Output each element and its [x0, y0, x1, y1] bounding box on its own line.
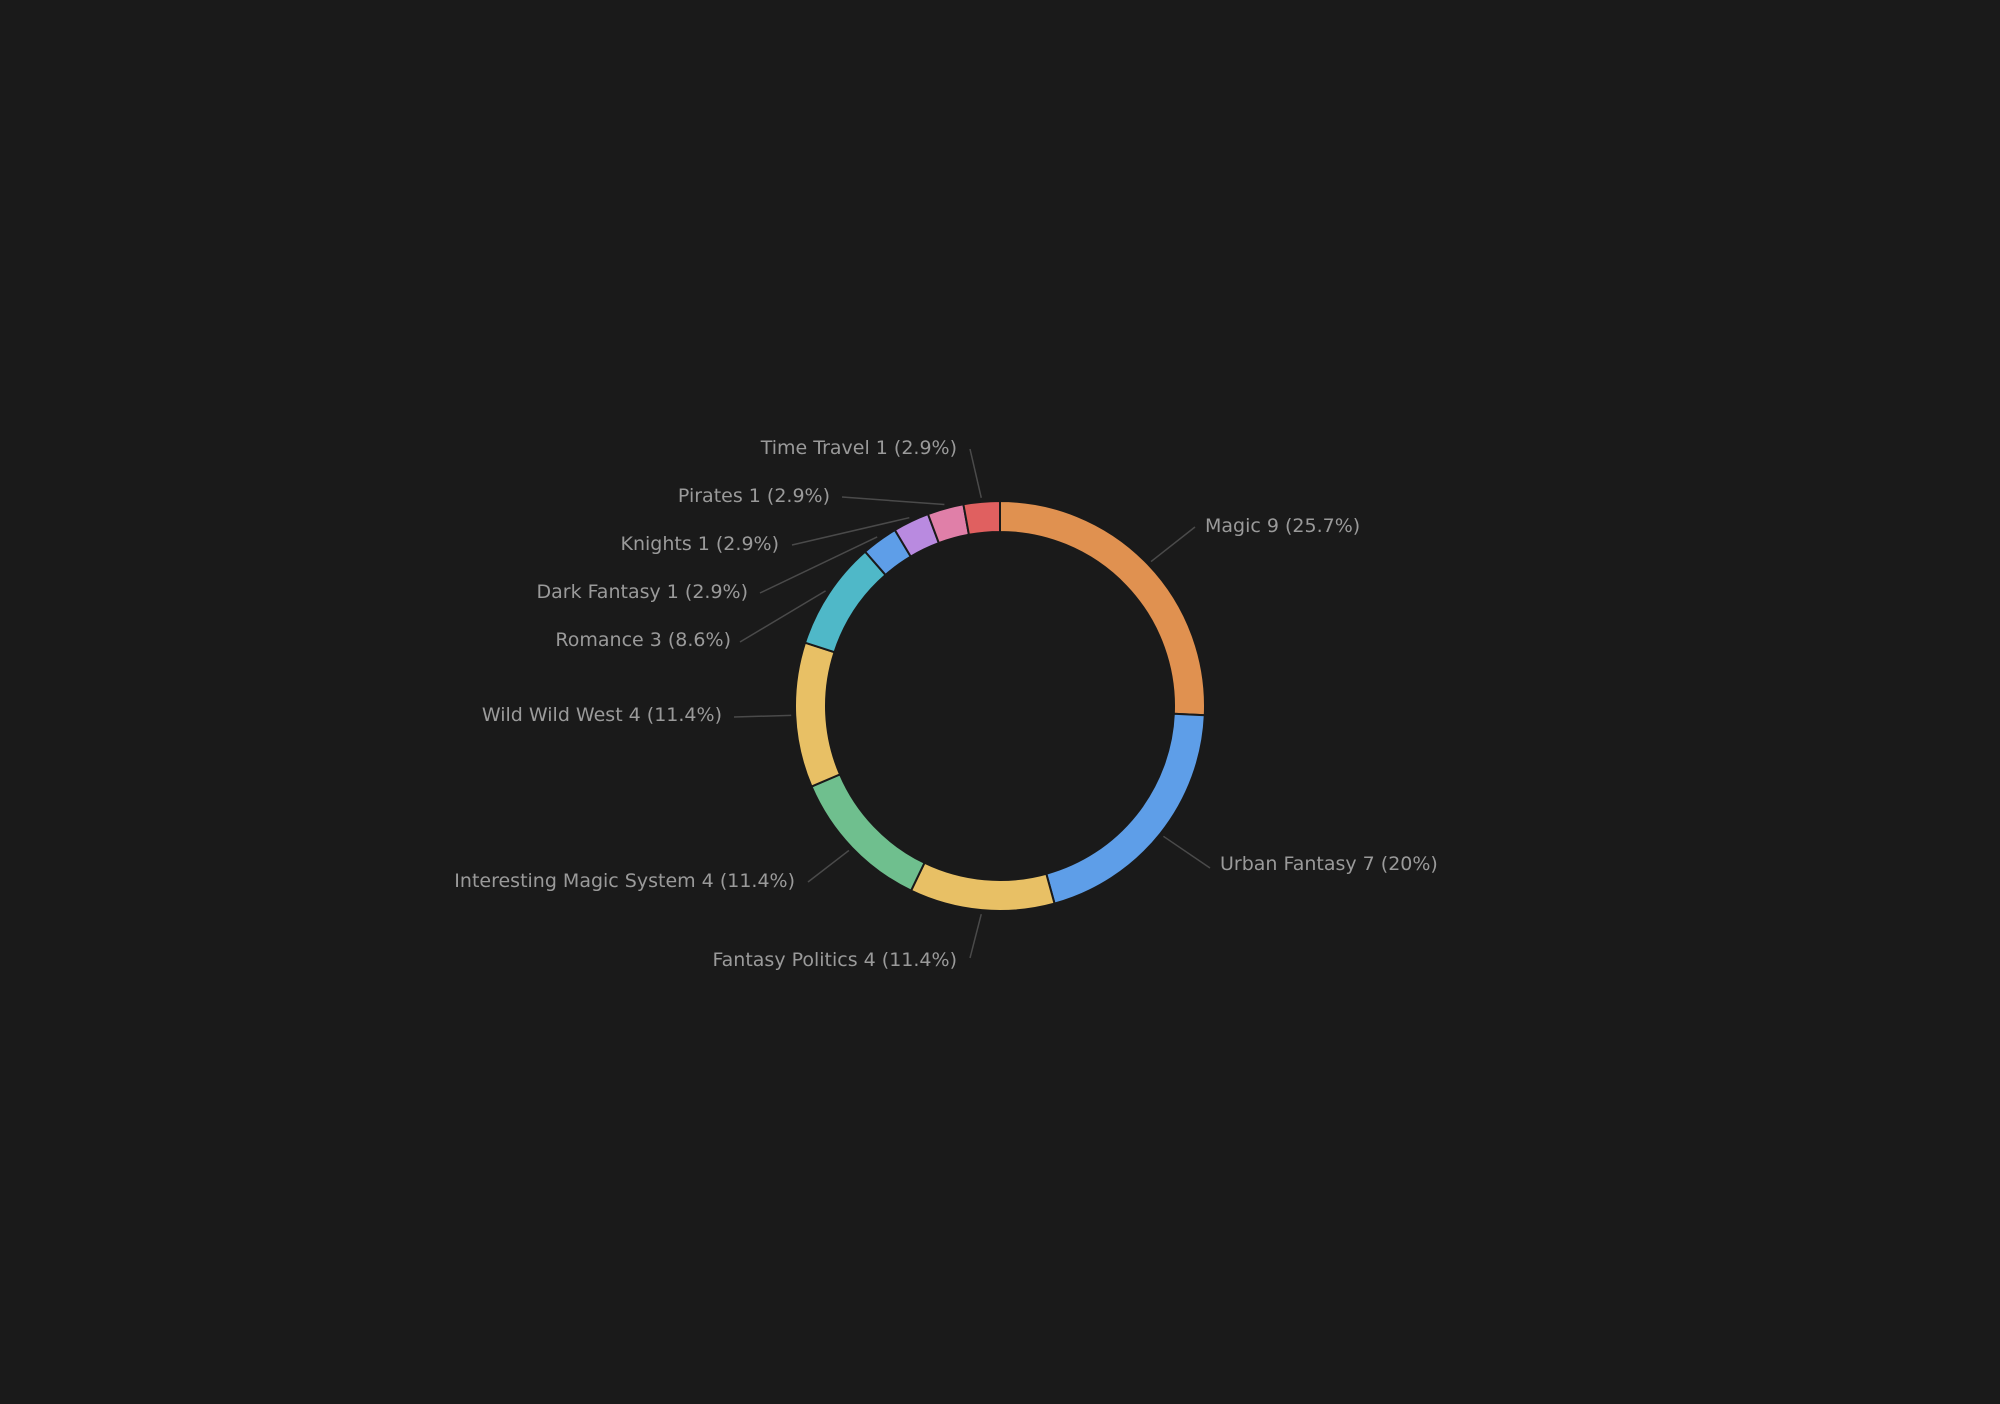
slice-magic[interactable]: [999, 499, 1206, 717]
leader-line-knights: [791, 516, 910, 546]
slice-label-dark-fantasy: Dark Fantasy 1 (2.9%): [537, 581, 749, 603]
leader-line-urban-fantasy: [1162, 835, 1211, 869]
slice-label-wild-wild-west: Wild Wild West 4 (11.4%): [482, 704, 722, 726]
slice-label-knights: Knights 1 (2.9%): [621, 533, 780, 555]
slice-fantasy-politics[interactable]: [909, 861, 1056, 912]
leader-line-interesting-magic-system: [807, 849, 850, 883]
slice-label-pirates: Pirates 1 (2.9%): [678, 485, 830, 507]
slice-wild-wild-west[interactable]: [794, 641, 842, 788]
slice-urban-fantasy[interactable]: [1045, 712, 1206, 905]
slice-label-interesting-magic-system: Interesting Magic System 4 (11.4%): [454, 870, 795, 892]
slice-labels: Magic 9 (25.7%) Urban Fantasy 7 (20%) Fant…: [454, 437, 1438, 971]
leader-line-dark-fantasy: [759, 536, 878, 594]
slice-label-time-travel: Time Travel 1 (2.9%): [760, 437, 957, 459]
leader-line-wild-wild-west: [733, 714, 792, 718]
slice-label-magic: Magic 9 (25.7%): [1205, 515, 1360, 537]
slice-label-urban-fantasy: Urban Fantasy 7 (20%): [1220, 853, 1438, 875]
leader-lines: [733, 448, 1211, 959]
slice-label-romance: Romance 3 (8.6%): [555, 629, 731, 651]
leader-line-magic: [1150, 526, 1196, 563]
leader-line-time-travel: [969, 448, 982, 499]
leader-line-fantasy-politics: [969, 913, 982, 959]
slice-romance[interactable]: [803, 550, 887, 654]
donut-slices: [794, 499, 1206, 912]
slice-time-travel[interactable]: [962, 499, 1001, 536]
slice-interesting-magic-system[interactable]: [810, 773, 926, 893]
slice-label-fantasy-politics: Fantasy Politics 4 (11.4%): [712, 949, 957, 971]
leader-line-romance: [739, 590, 826, 643]
leader-line-pirates: [841, 496, 945, 506]
